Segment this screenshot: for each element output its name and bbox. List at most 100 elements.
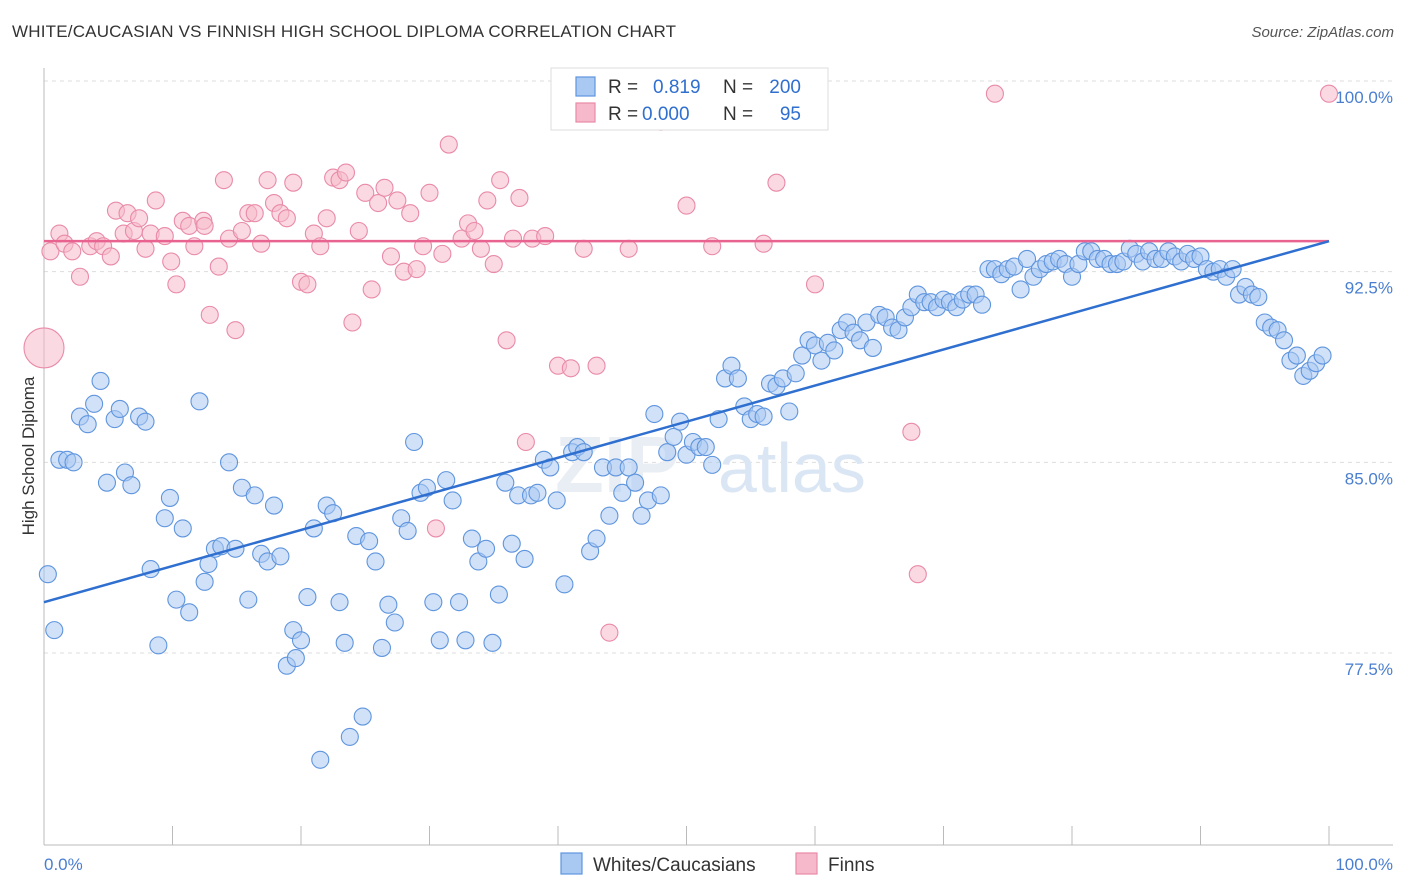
finns-point: [471, 239, 490, 258]
whites-point: [1287, 346, 1306, 365]
whites-point: [1011, 280, 1030, 299]
whites-point: [728, 369, 747, 388]
legend-r-label-blue: R =: [608, 77, 638, 98]
whites-point: [311, 750, 330, 769]
whites-point: [651, 486, 670, 505]
finns-point: [195, 216, 214, 235]
finns-point: [491, 171, 510, 190]
finns-point: [369, 193, 388, 213]
whites-point: [1017, 249, 1037, 269]
finns-point: [167, 275, 186, 294]
top-legend-box: [550, 67, 829, 131]
whites-point: [437, 471, 456, 490]
whites-point: [264, 496, 284, 515]
whites-point: [450, 593, 469, 612]
whites-point: [462, 529, 481, 548]
whites-point: [812, 351, 831, 370]
x-axis-max-label: 100.0%: [1335, 855, 1393, 874]
legend-swatch-blue: [575, 76, 596, 97]
finns-point: [226, 321, 245, 340]
finns-point: [258, 171, 277, 190]
finns-point: [63, 242, 82, 261]
whites-point: [600, 506, 619, 525]
finns-point: [130, 209, 149, 228]
finns-point: [484, 254, 503, 274]
finns-point: [908, 565, 927, 584]
finns-point: [41, 242, 60, 261]
finns-point: [245, 204, 264, 223]
finns-point: [754, 234, 773, 253]
finns-point: [200, 305, 219, 324]
whites-point: [443, 491, 462, 510]
whites-point: [97, 473, 117, 492]
legend-swatch-pink: [575, 102, 596, 123]
whites-point: [696, 438, 715, 457]
whites-point: [430, 631, 449, 650]
whites-point: [424, 593, 443, 612]
whites-point: [863, 338, 882, 357]
whites-point: [219, 453, 239, 472]
finns-point: [574, 239, 593, 258]
whites-point: [502, 534, 521, 553]
finns-point: [510, 188, 529, 207]
whites-point: [528, 483, 547, 502]
finns-point: [381, 247, 401, 266]
finns-point: [516, 432, 535, 452]
chart-source: Source: ZipAtlas.com: [1251, 24, 1394, 41]
watermark-atlas: atlas: [718, 429, 866, 507]
y-tick-label: 77.5%: [1345, 660, 1393, 679]
finns-point: [497, 331, 516, 350]
y-tick-label: 85.0%: [1345, 469, 1393, 488]
whites-point: [825, 341, 844, 360]
finns-point: [343, 313, 362, 332]
finns-point: [401, 204, 420, 223]
trend-lines: [43, 239, 1330, 604]
bottom-legend: Whites/Caucasians Finns: [560, 852, 874, 876]
finns-point: [426, 519, 445, 538]
finns-point: [600, 623, 619, 642]
finns-point: [677, 196, 696, 215]
y-tick-labels: 77.5% 85.0% 92.5% 100.0%: [1335, 88, 1393, 679]
whites-point: [340, 727, 359, 746]
whites-point: [136, 412, 155, 431]
whites-point: [91, 371, 110, 391]
whites-point: [291, 631, 311, 650]
whites-point: [417, 478, 436, 497]
whites-point: [190, 392, 209, 411]
whites-point: [613, 483, 632, 502]
finns-point: [298, 275, 317, 294]
finns-point: [23, 327, 65, 369]
finns-point: [356, 183, 375, 202]
axes-layer: [43, 68, 1393, 846]
finns-point: [1319, 84, 1339, 103]
whites-point: [547, 491, 566, 510]
whites-point: [555, 575, 574, 594]
whites-point: [1249, 288, 1268, 307]
whites-point: [703, 455, 722, 474]
finns-point: [439, 135, 458, 154]
whites-point: [110, 399, 129, 418]
whites-point: [489, 585, 508, 604]
whites-point: [366, 552, 385, 571]
finns-point: [388, 191, 407, 210]
finns-point: [587, 356, 606, 375]
whites-point: [379, 595, 398, 614]
y-tick-label: 92.5%: [1345, 279, 1393, 298]
whites-point: [149, 636, 168, 655]
whites-point: [239, 590, 258, 609]
grid-layer: [44, 80, 1393, 654]
finns-point: [805, 275, 825, 294]
whites-point: [271, 547, 290, 566]
finns-point: [362, 280, 381, 299]
bottom-legend-swatch-blue: [560, 852, 583, 875]
legend-r-label-pink: R =: [608, 104, 638, 125]
whites-point: [476, 539, 496, 558]
legend-n-label-blue: N =: [723, 77, 753, 98]
whites-point: [405, 432, 424, 452]
whites-point: [1274, 331, 1294, 350]
bottom-legend-label-whites: Whites/Caucasians: [593, 855, 756, 876]
whites-point: [972, 295, 992, 314]
legend-n-value-pink: 95: [780, 104, 801, 125]
whites-point: [456, 631, 475, 650]
